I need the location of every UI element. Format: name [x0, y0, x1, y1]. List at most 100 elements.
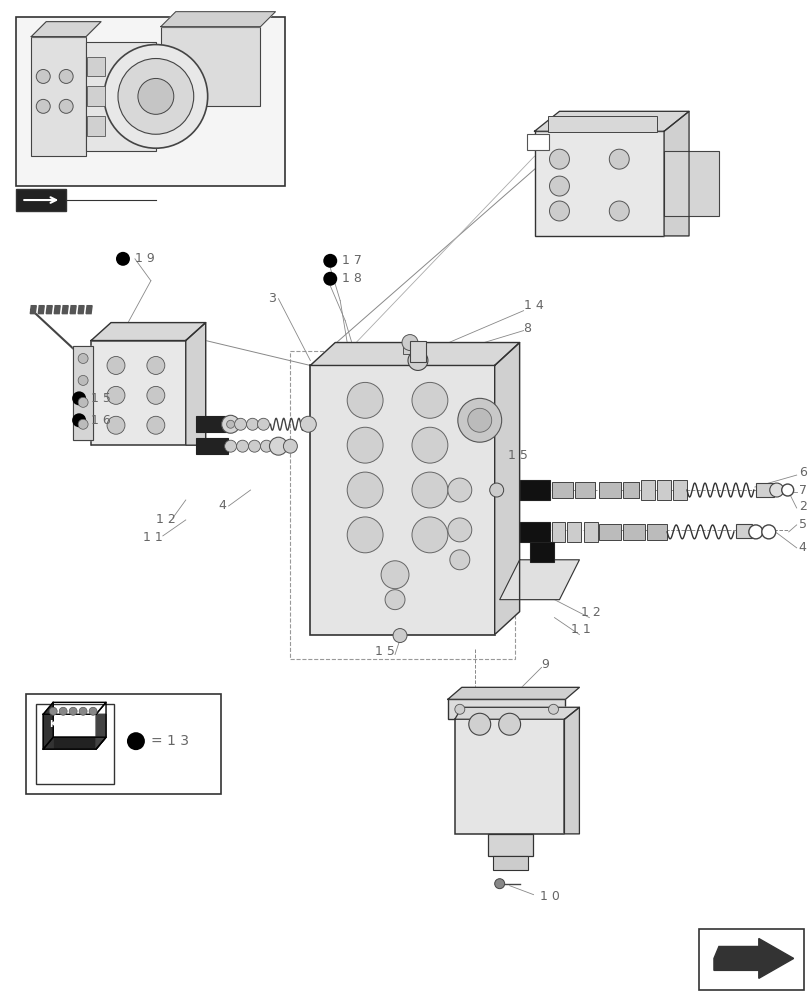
Circle shape: [78, 375, 88, 385]
Text: 1 5: 1 5: [507, 449, 527, 462]
Bar: [87, 57, 105, 76]
Polygon shape: [38, 306, 44, 314]
Circle shape: [36, 69, 50, 83]
Text: 1 1: 1 1: [143, 531, 162, 544]
Circle shape: [769, 483, 783, 497]
Circle shape: [448, 478, 471, 502]
Text: 1 1: 1 1: [571, 623, 590, 636]
Bar: [402, 343, 417, 354]
Text: 1 7: 1 7: [341, 254, 362, 267]
Circle shape: [411, 517, 448, 553]
Bar: [86, 42, 156, 151]
Circle shape: [49, 707, 57, 715]
Polygon shape: [96, 714, 106, 749]
Circle shape: [147, 416, 165, 434]
Circle shape: [548, 704, 558, 714]
Circle shape: [347, 517, 383, 553]
Bar: [87, 116, 105, 136]
Circle shape: [59, 707, 67, 715]
Circle shape: [78, 354, 88, 363]
Text: 2: 2: [798, 500, 805, 513]
Bar: [36, 704, 114, 784]
Bar: [310, 365, 494, 635]
Circle shape: [283, 439, 297, 453]
Circle shape: [127, 732, 144, 750]
Polygon shape: [30, 306, 36, 314]
Bar: [698, 929, 803, 990]
Text: 1 2: 1 2: [156, 513, 175, 526]
Circle shape: [549, 201, 569, 221]
Circle shape: [89, 707, 97, 715]
Bar: [755, 483, 773, 497]
Bar: [519, 522, 549, 542]
Circle shape: [104, 45, 208, 148]
Polygon shape: [43, 702, 54, 749]
Circle shape: [761, 525, 775, 539]
Circle shape: [300, 416, 316, 432]
Circle shape: [494, 879, 504, 889]
Circle shape: [269, 437, 287, 455]
Text: 1 5: 1 5: [91, 392, 111, 405]
Circle shape: [411, 472, 448, 508]
Text: KIT: KIT: [71, 720, 88, 729]
Bar: [526, 134, 548, 150]
Bar: [16, 17, 285, 186]
Circle shape: [498, 713, 520, 735]
Bar: [735, 524, 751, 538]
Polygon shape: [91, 323, 205, 341]
Bar: [534, 131, 663, 236]
Circle shape: [36, 99, 50, 113]
Circle shape: [489, 483, 503, 497]
Circle shape: [147, 356, 165, 374]
Text: 4: 4: [218, 499, 226, 512]
Text: = 1 3: = 1 3: [151, 734, 189, 748]
Circle shape: [407, 351, 427, 370]
Bar: [663, 151, 718, 216]
Bar: [454, 719, 564, 834]
Bar: [599, 482, 620, 498]
Circle shape: [225, 440, 236, 452]
Text: 1 5: 1 5: [375, 645, 394, 658]
Bar: [16, 189, 66, 211]
Circle shape: [449, 550, 470, 570]
Bar: [487, 834, 532, 856]
Polygon shape: [54, 306, 60, 314]
Bar: [492, 856, 527, 870]
Circle shape: [380, 561, 409, 589]
Bar: [599, 524, 620, 540]
Circle shape: [78, 397, 88, 407]
Bar: [87, 86, 105, 106]
Polygon shape: [310, 343, 519, 365]
Text: 3: 3: [268, 292, 276, 305]
Polygon shape: [32, 22, 101, 37]
Polygon shape: [494, 343, 519, 635]
Bar: [551, 522, 564, 542]
Circle shape: [411, 427, 448, 463]
Circle shape: [107, 416, 125, 434]
Text: 4: 4: [798, 541, 805, 554]
Text: 1 2: 1 2: [581, 606, 600, 619]
Text: 1 8: 1 8: [341, 272, 362, 285]
Circle shape: [69, 707, 77, 715]
Circle shape: [107, 356, 125, 374]
Polygon shape: [161, 12, 275, 27]
Circle shape: [248, 440, 260, 452]
Text: 6: 6: [798, 466, 805, 479]
Bar: [623, 482, 638, 498]
Bar: [623, 524, 645, 540]
Bar: [672, 480, 686, 500]
Bar: [656, 480, 670, 500]
Circle shape: [78, 419, 88, 429]
Circle shape: [468, 713, 490, 735]
Circle shape: [549, 176, 569, 196]
Text: KIT: KIT: [49, 720, 66, 729]
Polygon shape: [713, 938, 792, 978]
Circle shape: [457, 398, 501, 442]
Circle shape: [549, 149, 569, 169]
Bar: [641, 480, 654, 500]
Bar: [646, 524, 667, 540]
Circle shape: [781, 484, 792, 496]
Bar: [32, 37, 86, 156]
Polygon shape: [73, 346, 93, 440]
Circle shape: [79, 707, 87, 715]
